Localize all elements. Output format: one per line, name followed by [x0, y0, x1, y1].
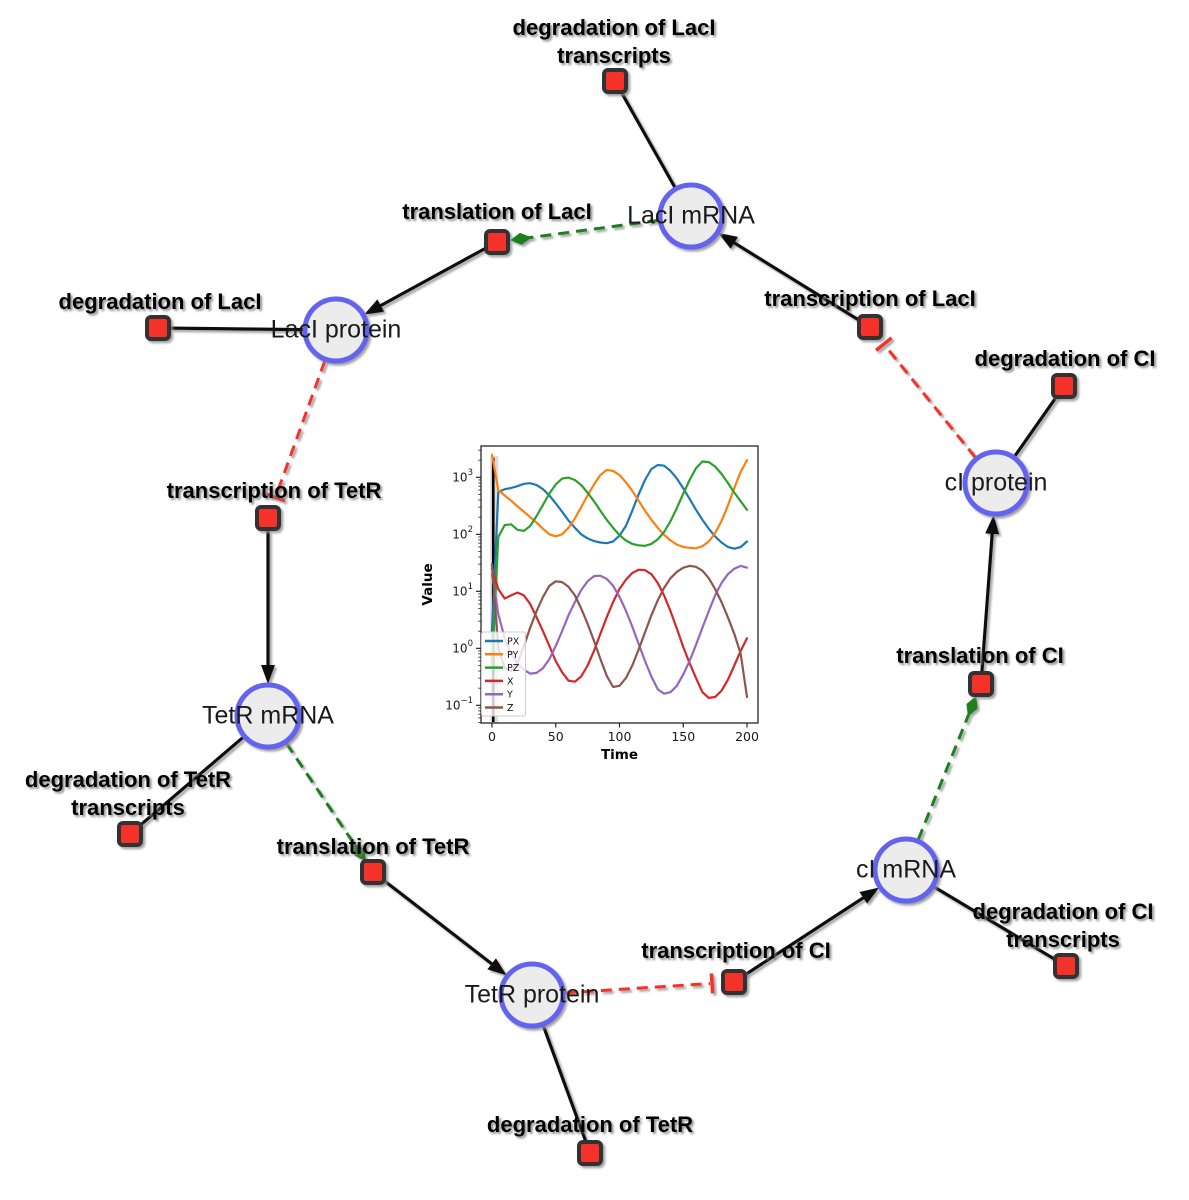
legend-label-Y: Y: [506, 690, 513, 701]
production-arrowhead: [364, 299, 385, 315]
legend-label-Z: Z: [507, 703, 514, 714]
modifier-diamond-arrowhead: [353, 842, 366, 862]
inhibition-tbar: [874, 336, 893, 352]
species-node-laci_mrna: [657, 182, 725, 250]
edge-ci_mrna-deg_ci_tx: [933, 885, 1056, 961]
series-line-PZ: [490, 460, 749, 667]
series-line-Y: [490, 564, 749, 695]
edge-tetr_mrna-deg_tetr_tx: [138, 736, 244, 827]
production-arrowhead: [487, 958, 507, 976]
modifier-diamond-arrowhead: [966, 696, 978, 717]
legend-label-PZ: PZ: [507, 663, 520, 674]
modifier-diamond-arrowhead: [509, 232, 532, 245]
x-tick-label: 100: [608, 729, 632, 744]
reaction-node-deg_ci: [1051, 373, 1077, 399]
timecourse-chart-panel: 0 50 100 150 200 10−1 100 101 102 103 Time Value PX P…: [420, 425, 770, 770]
reaction-node-deg_tetr_tx: [117, 821, 143, 847]
y-tick-label: 100: [452, 639, 473, 656]
production-arrowhead: [859, 887, 880, 904]
y-tick-label: 10−1: [445, 696, 473, 713]
species-node-ci_mrna: [872, 836, 940, 904]
x-tick-label: 0: [488, 729, 496, 744]
legend-label-PY: PY: [507, 650, 519, 661]
edge-transcription_ci-ci_mrna: [744, 895, 866, 977]
reaction-node-transcription_laci: [857, 314, 883, 340]
edge-translation_laci-laci_protein: [378, 246, 487, 308]
chart-legend: PX PY PZ XYZ: [481, 631, 526, 717]
species-node-tetr_mrna: [234, 682, 302, 750]
inhibition-tbar: [709, 973, 715, 994]
production-arrowhead: [985, 514, 1000, 535]
nodes-layer: [117, 68, 1079, 1166]
species-node-ci_protein: [962, 449, 1030, 517]
edges-layer: [138, 91, 1058, 1142]
edge-laci_mrna-deg_laci_tx: [619, 91, 677, 189]
edge-laci_protein-deg_laci: [170, 326, 304, 332]
edge-laci_protein-transcription_tetr: [274, 360, 327, 496]
edge-transcription_laci-laci_mrna: [731, 240, 860, 322]
reaction-node-deg_tetr: [577, 1140, 603, 1166]
y-tick-label: 103: [452, 468, 473, 485]
reaction-node-translation_laci: [484, 229, 510, 255]
inhibition-tbar: [265, 492, 286, 503]
x-tick-label: 150: [671, 729, 695, 744]
production-arrowhead: [261, 665, 275, 684]
legend-label-X: X: [507, 676, 514, 687]
edge-tetr_protein-transcription_ci: [564, 982, 711, 995]
reaction-node-translation_ci: [968, 671, 994, 697]
edge-tetr_mrna-translation_tetr: [285, 742, 357, 847]
legend-label-PX: PX: [507, 637, 520, 648]
edge-translation_ci-ci_protein: [980, 531, 994, 672]
x-axis-label: Time: [601, 747, 638, 763]
y-tick-label: 102: [452, 525, 473, 542]
species-node-laci_protein: [302, 296, 370, 364]
x-tick-label: 50: [548, 729, 564, 744]
reaction-node-deg_laci: [145, 315, 171, 341]
series-line-Z: [490, 563, 749, 699]
reaction-node-deg_ci_tx: [1053, 953, 1079, 979]
y-axis-label: Value: [420, 563, 436, 605]
edge-tetr_protein-deg_tetr: [541, 1025, 588, 1142]
edge-ci_protein-transcription_laci: [883, 344, 977, 459]
edge-ci_mrna-translation_ci: [916, 713, 971, 840]
production-arrowhead: [718, 232, 739, 249]
edge-translation_tetr-tetr_protein: [382, 878, 495, 967]
reaction-node-translation_tetr: [360, 859, 386, 885]
edge-laci_mrna-translation_laci: [528, 218, 659, 240]
edge-ci_protein-deg_ci: [1013, 395, 1058, 457]
series-line-X: [490, 567, 749, 699]
reaction-node-transcription_tetr: [255, 505, 281, 531]
timecourse-chart: 0 50 100 150 20010−1100101102103TimeValuePXP…: [420, 445, 759, 763]
reaction-node-transcription_ci: [721, 969, 747, 995]
species-node-tetr_protein: [498, 961, 566, 1029]
reaction-node-deg_laci_tx: [602, 68, 628, 94]
y-tick-label: 101: [452, 582, 473, 599]
x-tick-label: 200: [735, 729, 759, 744]
